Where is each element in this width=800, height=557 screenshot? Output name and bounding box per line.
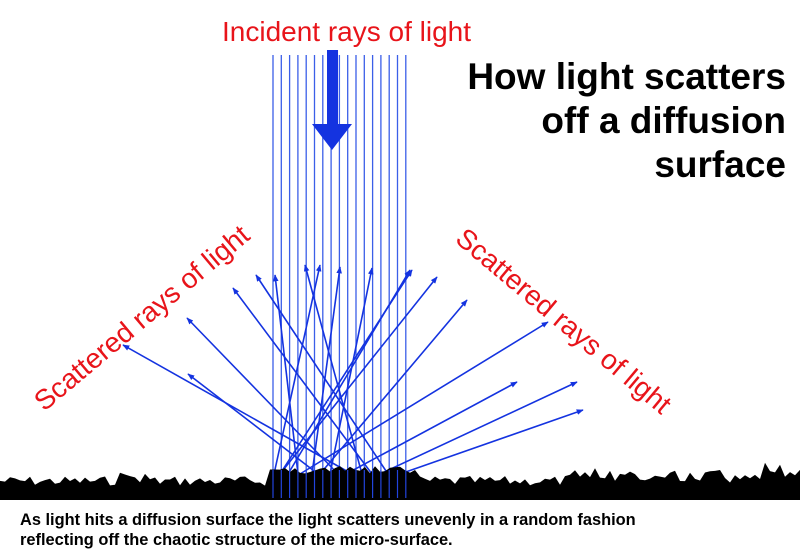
scattered-ray bbox=[255, 274, 389, 475]
scattered-ray bbox=[232, 287, 373, 475]
scattered-rays bbox=[122, 264, 584, 475]
diagram-title-line-3: surface bbox=[654, 144, 786, 185]
caption-line-1: As light hits a diffusion surface the li… bbox=[20, 511, 636, 529]
caption: As light hits a diffusion surface the li… bbox=[20, 510, 790, 550]
scattered-ray bbox=[303, 264, 363, 475]
scattered-ray bbox=[319, 299, 468, 475]
scattered-ray bbox=[311, 266, 342, 475]
scattered-ray bbox=[329, 267, 374, 475]
scattered-ray bbox=[345, 381, 518, 475]
scattered-ray bbox=[379, 381, 578, 475]
incident-rays bbox=[272, 55, 407, 478]
diffusion-surface bbox=[0, 462, 800, 500]
scattered-ray bbox=[122, 344, 353, 475]
diagram-title-line-2: off a diffusion bbox=[541, 100, 786, 141]
scattered-ray bbox=[279, 276, 438, 475]
incident-rays-label: Incident rays of light bbox=[222, 16, 472, 47]
scattered-ray bbox=[399, 409, 584, 475]
arrow-down-icon bbox=[312, 50, 352, 150]
scattered-ray bbox=[186, 317, 339, 475]
scattered-ray bbox=[272, 274, 299, 475]
diagram-title-line-1: How light scatters bbox=[467, 56, 786, 97]
micro-surface-stripes bbox=[272, 470, 407, 498]
caption-line-2: reflecting off the chaotic structure of … bbox=[20, 531, 453, 549]
scattered-ray bbox=[273, 264, 322, 475]
scattered-ray bbox=[299, 321, 549, 475]
scattered-ray bbox=[279, 269, 413, 475]
